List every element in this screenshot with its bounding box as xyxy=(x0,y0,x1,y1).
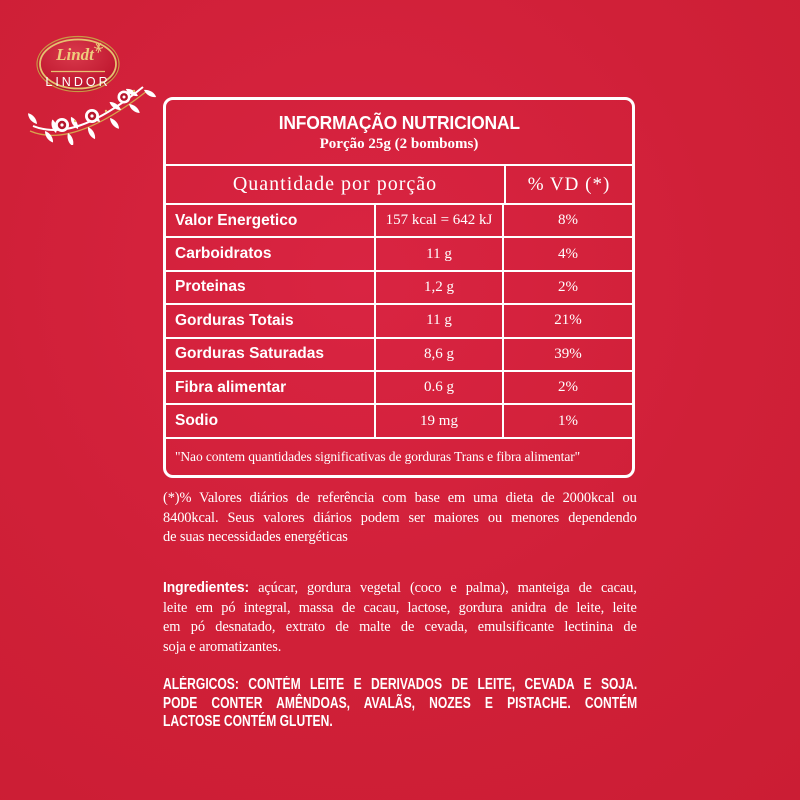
nutrient-quantity: 1,2 g xyxy=(374,271,504,304)
lindt-oval-badge: Lindt LINDOR xyxy=(36,35,120,93)
ingredients-line: leite em pó integral, massa de cacau, la… xyxy=(163,599,637,616)
nutrient-dv-percent: 4% xyxy=(558,245,578,262)
nutrient-dv-percent: 8% xyxy=(558,212,578,229)
serving-size: Porção 25g (2 bomboms) xyxy=(319,136,479,152)
nutrient-quantity: 19 mg xyxy=(374,405,504,437)
nutrient-name: Gorduras Saturadas xyxy=(175,345,325,363)
nutrient-name: Proteinas xyxy=(175,278,246,296)
nutrient-quantity: 0.6 g xyxy=(374,371,504,404)
nutrient-name: Fibra alimentar xyxy=(175,378,287,396)
table-row: Fibra alimentar 0.6 g 2% xyxy=(166,371,632,406)
nutrient-quantity: 11 g xyxy=(374,238,504,270)
ingredients-text: açúcar, gordura vegetal (coco e palma), … xyxy=(258,580,637,596)
table-row: Carboidratos 11 g 4% xyxy=(166,238,632,272)
rosette-flower xyxy=(117,90,131,104)
nutrient-quantity: 11 g xyxy=(374,305,504,337)
ingredients-line: soja e aromatizantes. xyxy=(163,638,282,655)
nutrient-dv-percent: 39% xyxy=(554,345,582,362)
table-row: Sodio 19 mg 1% xyxy=(166,405,632,439)
allergens-section: ALÉRGICOS: CONTÉM LEITE E DERIVADOS DE L… xyxy=(163,676,637,732)
table-row: Proteinas 1,2 g 2% xyxy=(166,271,632,306)
nutrition-table: INFORMAÇÃO NUTRICIONAL Porção 25g (2 bom… xyxy=(163,97,635,478)
table-row: Valor Energetico 157 kcal = 642 kJ 8% xyxy=(166,205,632,239)
nutrient-name: Gorduras Totais xyxy=(175,311,294,329)
floral-swirl-ornament xyxy=(26,86,158,147)
daily-value-footnote: (*)% Valores diários de referência com b… xyxy=(163,489,637,548)
footnote-line: 8400kcal. Seus valores diários podem ser… xyxy=(163,509,637,526)
nutrition-title: INFORMAÇÃO NUTRICIONAL xyxy=(278,113,520,133)
footnote-line: (*)% Valores diários de referência com b… xyxy=(163,490,637,506)
ingredients-line: Ingredientes: açúcar, gordura vegetal (c… xyxy=(163,579,637,599)
rosette-flower xyxy=(85,109,99,123)
allergens-line: PODE CONTER AMÊNDOAS, AVALÃS, NOZES E PI… xyxy=(163,694,638,712)
nutrient-dv-percent: 1% xyxy=(558,412,578,429)
nutrient-dv-percent: 21% xyxy=(554,312,582,329)
nutrition-table-header: INFORMAÇÃO NUTRICIONAL Porção 25g (2 bom… xyxy=(166,100,632,166)
ingredients-label: Ingredientes: xyxy=(163,580,250,596)
column-header-dv: % VD (*) xyxy=(527,173,611,195)
table-row: Gorduras Saturadas 8,6 g 39% xyxy=(166,338,632,372)
nutrient-dv-percent: 2% xyxy=(558,278,578,295)
nutrient-name: Valor Energetico xyxy=(175,211,298,229)
ingredients-line: em pó desnatado, extrato de malte de cev… xyxy=(163,619,637,636)
nutrient-dv-percent: 2% xyxy=(558,379,578,396)
column-header-quantity: Quantidade por porção xyxy=(166,166,506,203)
rosette-flower xyxy=(55,118,69,132)
lindt-script-wordmark: Lindt xyxy=(55,45,95,64)
footnote-line: de suas necessidades energéticas xyxy=(163,529,348,546)
nutrient-name: Sodio xyxy=(175,412,219,430)
nutrient-name: Carboidratos xyxy=(175,245,272,263)
allergens-line: LACTOSE CONTÉM GLUTEN. xyxy=(163,713,333,731)
lindor-wordmark: LINDOR xyxy=(45,75,110,89)
column-header-row: Quantidade por porção % VD (*) xyxy=(166,166,632,205)
table-row: Gorduras Totais 11 g 21% xyxy=(166,305,632,339)
nutrient-quantity: 8,6 g xyxy=(374,338,504,370)
logo-graphic: Lindt LINDOR xyxy=(26,35,158,147)
lindt-lindor-logo: Lindt LINDOR xyxy=(26,30,188,147)
trans-fat-note: "Nao contem quantidades significativas d… xyxy=(175,448,581,464)
allergens-line: ALÉRGICOS: CONTÉM LEITE E DERIVADOS DE L… xyxy=(163,676,638,693)
ingredients-section: Ingredientes: açúcar, gordura vegetal (c… xyxy=(163,579,637,657)
lindt-dragon-emblem xyxy=(93,42,104,54)
nutrient-quantity: 157 kcal = 642 kJ xyxy=(374,205,504,237)
